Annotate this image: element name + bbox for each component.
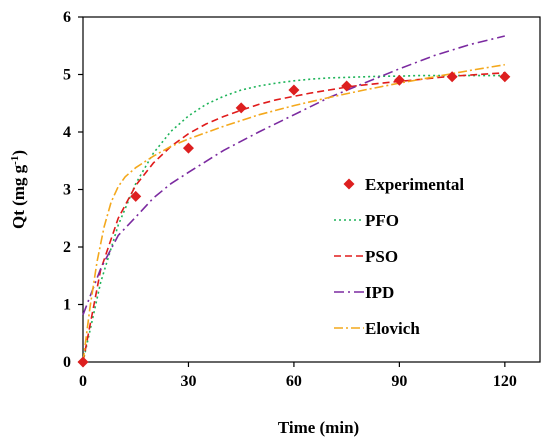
y-tick-label: 5 xyxy=(63,67,71,84)
experimental-point xyxy=(288,84,300,96)
legend-label-pso: PSO xyxy=(365,247,398,266)
y-tick-label: 3 xyxy=(63,182,71,199)
experimental-point xyxy=(130,190,142,202)
legend-label-ipd: IPD xyxy=(365,283,394,302)
legend-marker-experimental xyxy=(343,178,355,190)
legend-label-experimental: Experimental xyxy=(365,175,464,194)
x-axis-title: Time (min) xyxy=(278,418,359,437)
x-tick-label: 60 xyxy=(286,373,302,390)
x-tick-label: 0 xyxy=(79,373,87,390)
x-tick-label: 120 xyxy=(493,373,517,390)
experimental-point xyxy=(235,102,247,114)
y-tick-label: 6 xyxy=(63,9,71,26)
y-tick-label: 1 xyxy=(63,297,71,314)
y-tick-label: 4 xyxy=(63,124,71,141)
series-line-pso xyxy=(82,72,505,363)
experimental-point xyxy=(77,356,89,368)
x-tick-label: 90 xyxy=(391,373,407,390)
x-tick-label: 30 xyxy=(180,373,196,390)
experimental-point xyxy=(182,142,194,154)
experimental-point xyxy=(341,80,353,92)
series-line-elovich xyxy=(82,63,505,363)
y-axis-title-superscript: -1 xyxy=(9,156,21,165)
y-axis-title: Qt (mg g-1) xyxy=(9,150,28,229)
legend: Experimental PFO PSO IPD Elovich xyxy=(334,175,464,338)
legend-label-elovich: Elovich xyxy=(365,319,420,338)
y-axis-title-end: ) xyxy=(9,150,28,156)
fit-curves xyxy=(82,35,505,363)
series-line-pfo xyxy=(82,74,505,363)
experimental-point xyxy=(499,71,511,83)
series-line-ipd xyxy=(82,35,505,316)
plot-frame xyxy=(82,16,541,363)
experimental-point xyxy=(446,71,458,83)
experimental-points xyxy=(77,71,511,368)
y-axis-title-main: Qt (mg g xyxy=(9,164,28,229)
experimental-point xyxy=(393,74,405,86)
legend-label-pfo: PFO xyxy=(365,211,399,230)
y-tick-label: 0 xyxy=(63,354,71,371)
y-tick-label: 2 xyxy=(63,239,71,256)
